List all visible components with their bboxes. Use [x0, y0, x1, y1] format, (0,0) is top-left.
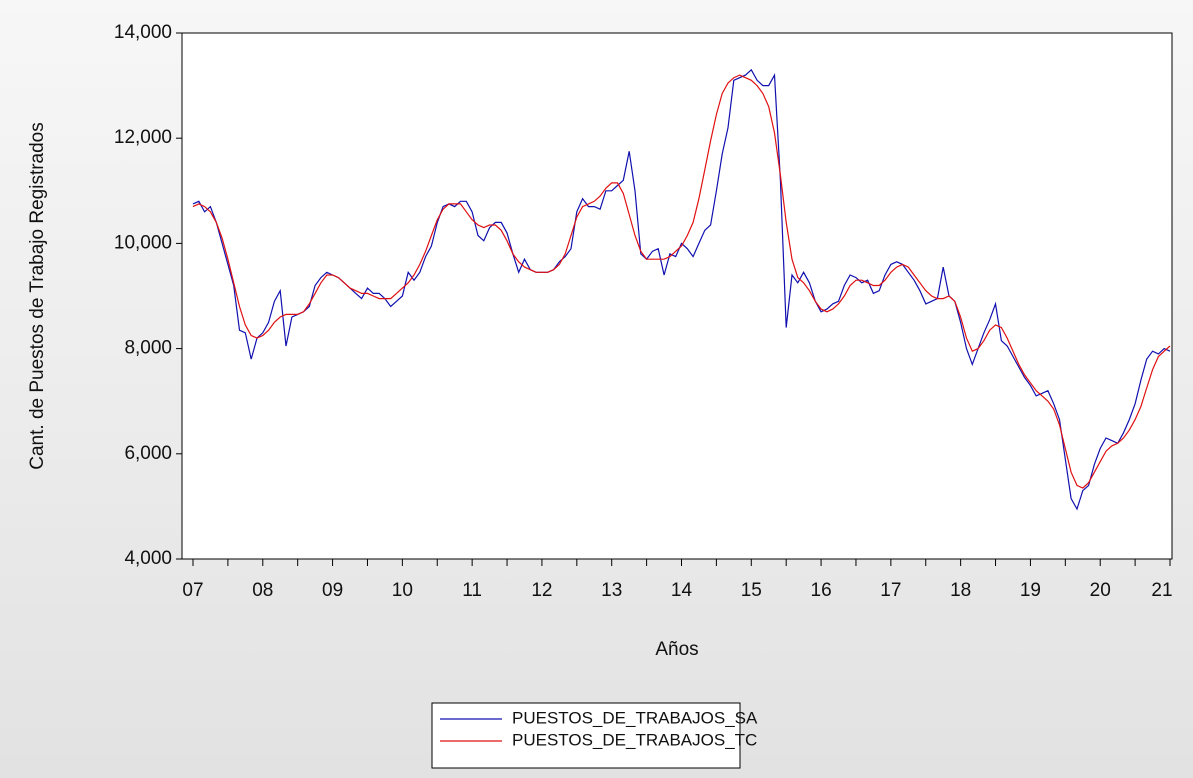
- x-tick-label: 17: [880, 580, 901, 601]
- x-tick-label: 21: [1151, 580, 1172, 601]
- series-line: [192, 74, 1171, 489]
- x-tick-label: 08: [252, 580, 273, 601]
- x-tick-label: 10: [392, 580, 413, 601]
- x-tick-label: 13: [601, 580, 622, 601]
- x-tick-label: 20: [1090, 580, 1111, 601]
- x-tick-label: 15: [741, 580, 762, 601]
- y-axis-label: Cant. de Puestos de Trabajo Registrados: [27, 122, 48, 469]
- series-line: [192, 68, 1171, 511]
- legend-label: PUESTOS_DE_TRABAJOS_TC: [512, 730, 757, 749]
- x-tick-label: 09: [322, 580, 343, 601]
- legend: [431, 702, 741, 769]
- x-tick-label: 14: [671, 580, 693, 601]
- x-tick-label: 07: [182, 580, 203, 601]
- x-tick-label: 18: [950, 580, 971, 601]
- y-tick-label: 10,000: [114, 232, 172, 253]
- y-tick-label: 8,000: [124, 338, 172, 359]
- y-tick-label: 12,000: [114, 127, 172, 148]
- x-tick-label: 12: [531, 580, 552, 601]
- y-tick-label: 6,000: [124, 443, 172, 464]
- x-tick-label: 11: [462, 580, 482, 601]
- x-tick-label: 19: [1020, 580, 1041, 601]
- plot-area: [181, 32, 1173, 560]
- y-tick-label: 14,000: [114, 22, 172, 43]
- x-axis-label: Años: [655, 639, 698, 660]
- y-tick-label: 4,000: [124, 548, 172, 569]
- x-tick-label: 16: [811, 580, 832, 601]
- legend-label: PUESTOS_DE_TRABAJOS_SA: [512, 708, 758, 727]
